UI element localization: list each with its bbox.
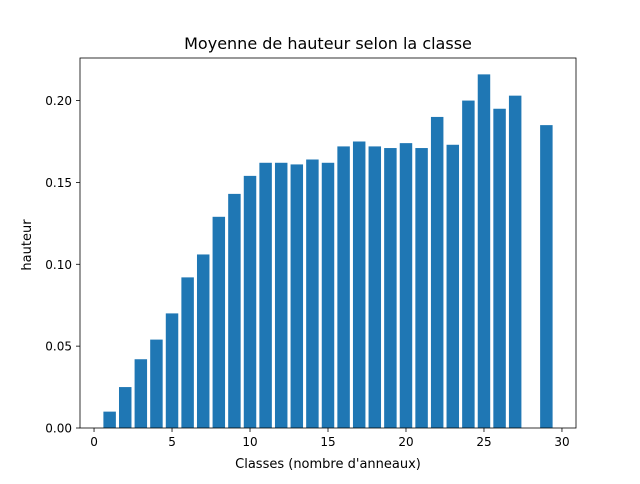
x-tick-label: 25 (476, 435, 491, 449)
y-tick-label: 0.05 (45, 340, 72, 354)
x-tick-label: 30 (554, 435, 569, 449)
y-axis-label: hauteur (20, 219, 35, 271)
bar-class-12 (274, 162, 288, 429)
y-tick-label: 0.15 (45, 176, 72, 190)
x-tick-label: 5 (168, 435, 176, 449)
x-tick-label: 15 (320, 435, 335, 449)
bar-class-11 (259, 162, 272, 429)
bar-class-17 (352, 141, 366, 428)
bar-class-27 (508, 95, 522, 428)
bar-class-10 (243, 175, 257, 428)
bar-class-2 (118, 387, 132, 428)
bars-group (103, 74, 553, 429)
y-tick-label: 0.20 (45, 94, 72, 108)
y-tick-label: 0.00 (45, 422, 72, 436)
bar-class-23 (446, 144, 460, 429)
x-tick-label: 0 (90, 435, 98, 449)
bar-class-5 (165, 313, 179, 428)
chart-title: Moyenne de hauteur selon la classe (184, 34, 472, 53)
bar-class-1 (103, 411, 116, 428)
bar-class-22 (430, 116, 444, 428)
x-axis-ticks: 0 5 10 15 20 25 30 (90, 428, 570, 449)
bar-class-29 (540, 125, 553, 428)
y-tick-label: 0.10 (45, 258, 72, 272)
y-axis-ticks: 0.00 0.05 0.10 0.15 0.20 (45, 94, 80, 436)
bar-class-3 (134, 359, 148, 428)
bar-class-16 (337, 146, 350, 428)
bar-class-19 (384, 148, 397, 428)
bar-class-26 (493, 108, 506, 429)
x-tick-label: 20 (398, 435, 413, 449)
bar-class-8 (212, 216, 226, 428)
bar-class-4 (150, 339, 163, 428)
x-axis-label: Classes (nombre d'anneaux) (235, 457, 421, 472)
bar-class-14 (306, 159, 319, 428)
bar-class-18 (368, 146, 382, 428)
x-tick-label: 10 (242, 435, 257, 449)
bar-class-25 (477, 74, 491, 429)
bar-class-9 (228, 193, 241, 428)
bar-class-21 (415, 148, 428, 428)
bar-class-6 (181, 277, 194, 428)
bar-class-7 (196, 254, 210, 428)
bar-class-24 (462, 100, 475, 428)
bar-class-20 (399, 143, 413, 428)
bar-class-15 (321, 162, 335, 429)
bar-class-13 (290, 164, 304, 428)
